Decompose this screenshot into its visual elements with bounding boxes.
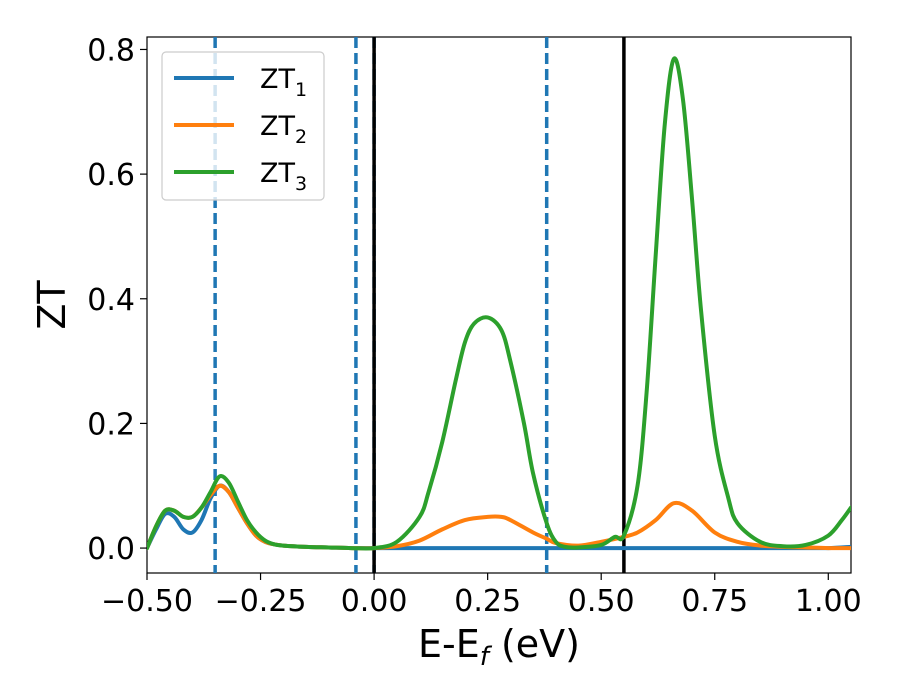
- x-axis-ticks: −0.50 −0.25 0.00 0.25 0.50 0.75 1.00: [101, 573, 862, 619]
- series-line-zt2: [147, 483, 851, 551]
- legend-items: ZT1 ZT2 ZT3: [174, 64, 307, 195]
- x-tick-label: 0.50: [568, 584, 635, 619]
- series-line-zt3: [147, 56, 851, 551]
- legend-label: ZT2: [260, 111, 307, 148]
- legend-item-zt1: ZT1: [174, 64, 307, 101]
- x-tick-label: 0.75: [681, 584, 748, 619]
- legend: ZT1 ZT2 ZT3: [161, 51, 325, 201]
- series-line-zt1: [147, 483, 851, 551]
- x-tick-label: −0.25: [215, 584, 307, 619]
- plot-area: [146, 36, 852, 574]
- x-tick-label: 0.25: [454, 584, 521, 619]
- x-tick-label: −0.50: [101, 584, 193, 619]
- x-tick-label: 1.00: [795, 584, 862, 619]
- y-tick-label: 0.4: [87, 283, 135, 318]
- legend-item-zt3: ZT3: [174, 158, 307, 195]
- x-tick-label: 0.00: [341, 584, 408, 619]
- legend-box: [161, 51, 325, 201]
- y-tick-label: 0.8: [87, 33, 135, 68]
- series-lines: [147, 56, 851, 551]
- x-axis-label-main: E-E: [418, 622, 480, 666]
- plot-frame: [146, 36, 852, 574]
- legend-item-zt2: ZT2: [174, 111, 307, 148]
- y-tick-label: 0.0: [87, 532, 135, 567]
- x-axis-label: E-Ef (eV): [418, 622, 580, 672]
- y-axis-label: ZT: [30, 280, 74, 330]
- y-tick-label: 0.6: [87, 158, 135, 193]
- y-axis-ticks: 0.0 0.2 0.4 0.6 0.8: [87, 33, 147, 567]
- y-tick-label: 0.2: [87, 407, 135, 442]
- legend-label: ZT1: [260, 64, 307, 101]
- x-axis-label-unit: (eV): [489, 622, 580, 666]
- legend-label: ZT3: [260, 158, 307, 195]
